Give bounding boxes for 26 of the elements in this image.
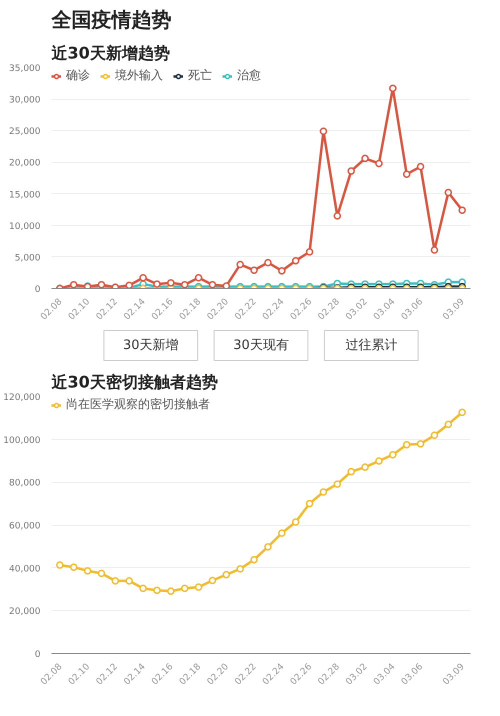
y-tick-label: 80,000 [9, 478, 41, 489]
y-tick-label: 30,000 [9, 96, 41, 106]
y-tick-label: 5,000 [14, 253, 41, 264]
text: 过往累计 [345, 338, 398, 353]
y-tick-label: 0 [34, 650, 41, 660]
chart-subtitle: 近30天新增趋势 [50, 44, 170, 62]
y-tick-label: 20,000 [9, 607, 41, 618]
legend-label: 治愈 [237, 67, 261, 84]
y-tick-label: 25,000 [9, 127, 41, 138]
y-tick-label: 10,000 [9, 222, 41, 232]
y-tick-label: 120,000 [3, 393, 41, 403]
legend-label: 死亡 [188, 67, 212, 84]
y-tick-label: 35,000 [9, 64, 41, 74]
chart-title: 全国疫情趋势 [50, 8, 172, 32]
text: 30天现有 [233, 338, 289, 353]
chart-title: 近30天密切接触者趋势 [50, 372, 218, 392]
y-tick-label: 20,000 [9, 158, 41, 169]
y-tick-label: 0 [34, 285, 41, 295]
y-tick-label: 15,000 [9, 190, 41, 200]
legend-label: 尚在医学观察的密切接触者 [66, 396, 210, 413]
legend-label: 境外输入 [115, 67, 163, 84]
legend-label: 确诊 [66, 67, 90, 84]
y-tick-label: 100,000 [3, 436, 41, 446]
text: 30天新增 [122, 338, 179, 353]
y-tick-label: 40,000 [9, 564, 41, 574]
y-tick-label: 60,000 [9, 522, 41, 532]
